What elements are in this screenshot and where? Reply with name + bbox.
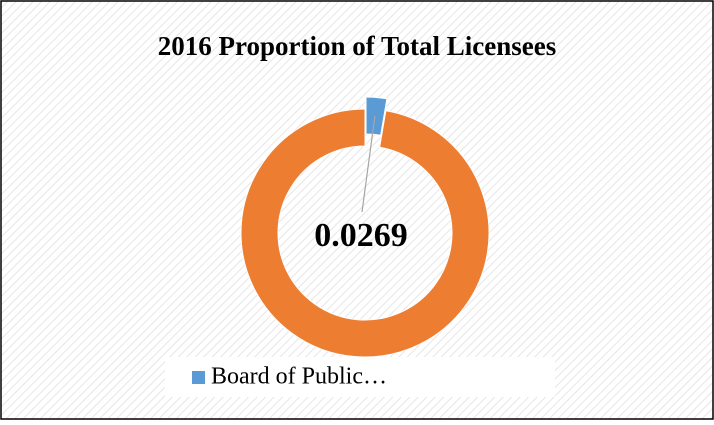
donut-slice	[365, 96, 388, 136]
legend-swatch	[192, 371, 205, 384]
legend-box	[165, 357, 555, 397]
chart-title: 2016 Proportion of Total Licensees	[158, 31, 557, 61]
donut-slice	[240, 108, 490, 358]
legend-label: Board of Public…	[211, 364, 387, 390]
data-label: 0.0269	[314, 217, 408, 254]
leader-line	[361, 115, 376, 213]
